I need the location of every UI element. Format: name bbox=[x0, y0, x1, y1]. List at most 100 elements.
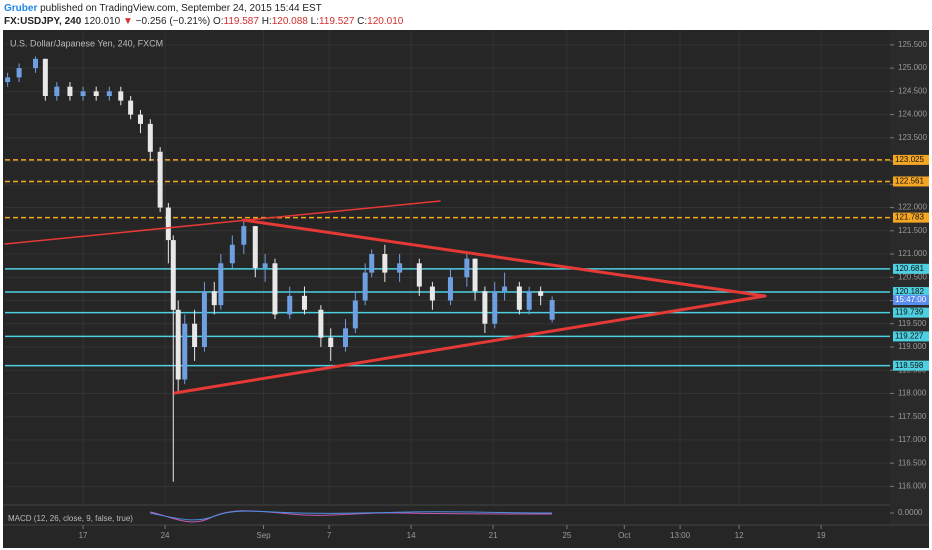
trendlines bbox=[4, 200, 767, 395]
y-tick-label: 124.500 bbox=[898, 86, 927, 95]
open: 119.587 bbox=[223, 16, 259, 27]
candle-body bbox=[67, 86, 73, 96]
candle-body bbox=[538, 291, 544, 296]
y-tick-label: 122.000 bbox=[898, 203, 927, 212]
close: 120.010 bbox=[367, 16, 404, 27]
author[interactable]: Gruber bbox=[4, 3, 38, 14]
level-tag bbox=[893, 176, 929, 187]
candle-body bbox=[472, 258, 478, 292]
published: published on TradingView.com, September … bbox=[40, 3, 322, 14]
candle-body bbox=[526, 291, 532, 310]
x-tick-label: 25 bbox=[562, 531, 571, 540]
indicator-tick-label: 0.0000 bbox=[898, 508, 923, 517]
x-tick-label: 12 bbox=[735, 531, 744, 540]
level-tag-label: 122.561 bbox=[895, 177, 924, 186]
level-tag-label: 120.182 bbox=[895, 287, 924, 296]
x-tick-label: 19 bbox=[817, 531, 826, 540]
candle-body bbox=[362, 272, 368, 301]
chart-title: U.S. Dollar/Japanese Yen, 240, FXCM bbox=[10, 38, 163, 48]
y-tick-label: 125.000 bbox=[898, 63, 927, 72]
x-tick-label: 24 bbox=[161, 531, 170, 540]
y-tick-label: 120.500 bbox=[898, 272, 927, 281]
candle-body bbox=[147, 123, 153, 152]
x-tick-label: 21 bbox=[489, 531, 498, 540]
x-tick-label: 14 bbox=[407, 531, 416, 540]
countdown-label: 15:47:00 bbox=[895, 295, 927, 304]
candle-body bbox=[42, 58, 48, 96]
candle-body bbox=[342, 328, 348, 347]
header: Gruber published on TradingView.com, Sep… bbox=[4, 2, 403, 28]
x-tick-label: Oct bbox=[618, 531, 631, 540]
candle-body bbox=[93, 91, 99, 96]
y-tick-label: 119.000 bbox=[898, 342, 927, 351]
candle-body bbox=[262, 263, 268, 268]
candle-body bbox=[328, 337, 334, 347]
level-tag bbox=[893, 212, 929, 223]
y-tick-label: 123.500 bbox=[898, 133, 927, 142]
candle-body bbox=[80, 91, 86, 96]
candle-body bbox=[287, 295, 293, 315]
y-tick-label: 116.000 bbox=[898, 482, 927, 491]
candle-body bbox=[157, 151, 163, 208]
candle-body bbox=[16, 68, 22, 78]
last: 120.010 bbox=[84, 16, 121, 27]
candle-body bbox=[464, 258, 470, 278]
signal-line bbox=[149, 510, 553, 521]
low: 119.527 bbox=[318, 16, 355, 27]
price-axis bbox=[890, 30, 929, 525]
candle-body bbox=[192, 323, 198, 347]
x-tick-label: 7 bbox=[327, 531, 332, 540]
candle-body bbox=[137, 114, 143, 124]
y-tick-label: 118.000 bbox=[898, 389, 927, 398]
level-tag-label: 119.227 bbox=[895, 332, 924, 341]
y-tick-label: 117.000 bbox=[898, 435, 927, 444]
candle-body bbox=[170, 240, 176, 310]
candle-body bbox=[182, 323, 188, 380]
trendline bbox=[173, 294, 767, 395]
candle-body bbox=[106, 91, 112, 96]
indicator-label: MACD (12, 26, close, 9, false, true) bbox=[8, 514, 133, 523]
candle-body bbox=[352, 300, 358, 329]
candle-body bbox=[241, 226, 247, 245]
y-tick-label: 116.500 bbox=[898, 458, 927, 467]
candle-body bbox=[318, 309, 324, 338]
y-tick-label: 119.500 bbox=[898, 319, 927, 328]
y-tick-label: 125.500 bbox=[898, 40, 927, 49]
candle-body bbox=[397, 263, 403, 273]
candle-body bbox=[54, 86, 60, 96]
level-tag bbox=[893, 331, 929, 342]
level-tag bbox=[893, 154, 929, 165]
candle-body bbox=[549, 300, 555, 320]
candle-body bbox=[252, 226, 258, 268]
y-tick-label: 121.500 bbox=[898, 226, 927, 235]
y-tick-label: 117.500 bbox=[898, 412, 927, 421]
candle-body bbox=[175, 309, 181, 380]
x-tick-label: 17 bbox=[79, 531, 88, 540]
arrow: ▼ bbox=[122, 16, 133, 27]
level-tag-label: 119.739 bbox=[895, 308, 924, 317]
candle-body bbox=[301, 295, 307, 310]
candle-body bbox=[482, 291, 488, 324]
candle-body bbox=[128, 100, 134, 115]
level-tag bbox=[893, 360, 929, 371]
candle-body bbox=[33, 58, 39, 69]
y-tick-label: 124.000 bbox=[898, 110, 927, 119]
candle-body bbox=[492, 291, 498, 324]
o-label: O: bbox=[212, 16, 224, 27]
candle-body bbox=[211, 291, 217, 306]
level-tag-label: 123.025 bbox=[895, 155, 924, 164]
candle-body bbox=[201, 291, 207, 347]
candle-body bbox=[369, 254, 375, 273]
level-tag bbox=[893, 287, 929, 298]
chart-background bbox=[3, 30, 929, 548]
symbol: FX:USDJPY, 240 bbox=[4, 16, 82, 27]
candle-body bbox=[118, 91, 124, 101]
candle-body bbox=[502, 286, 508, 292]
level-tag-label: 121.783 bbox=[895, 213, 924, 222]
candle-body bbox=[382, 254, 388, 273]
level-tag bbox=[893, 263, 929, 274]
change: −0.256 (−0.21%) bbox=[135, 16, 211, 27]
x-tick-label: Sep bbox=[256, 531, 271, 540]
y-tick-label: 121.000 bbox=[898, 249, 927, 258]
level-tag bbox=[893, 307, 929, 318]
